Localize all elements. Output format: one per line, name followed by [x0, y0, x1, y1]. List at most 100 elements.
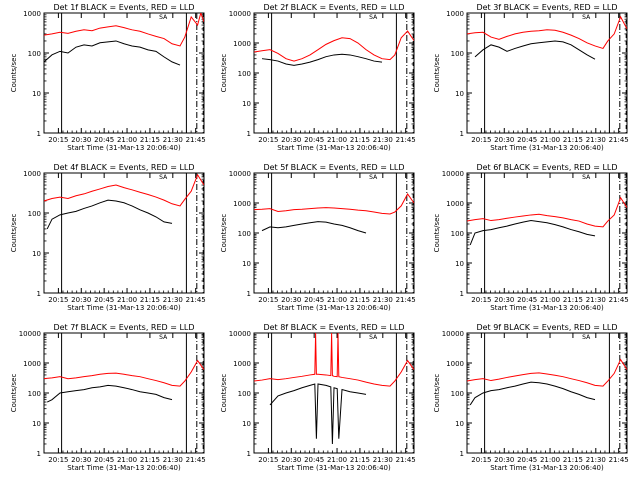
y-tick-label: 1000	[23, 10, 41, 18]
x-tick-label: 21:00	[117, 456, 137, 464]
x-tick-label: 21:45	[186, 456, 206, 464]
y-tick-label: 1	[37, 450, 41, 458]
x-tick-label: 21:30	[373, 456, 393, 464]
x-tick-label: 21:30	[586, 456, 606, 464]
x-tick-label: 21:45	[609, 456, 629, 464]
y-tick-label: 100	[451, 50, 464, 58]
x-tick-label: 21:15	[563, 456, 583, 464]
plot-frame	[466, 12, 628, 134]
series-lld	[467, 358, 627, 387]
x-tick-label: 21:15	[140, 456, 160, 464]
panel-det-9: Det 9f BLACK = Events, RED = LLD 1 10 100 10…	[433, 323, 629, 472]
series-events	[469, 381, 596, 406]
panel-det-1: Det 1f BLACK = Events, RED = LLD 1 10 100 10…	[10, 3, 206, 152]
plot-frame	[253, 12, 415, 134]
y-tick-label: 100	[28, 390, 41, 398]
y-tick-label: 1000	[446, 200, 464, 208]
y-tick-label: 1	[247, 290, 251, 298]
panel-title: Det 6f BLACK = Events, RED = LLD	[476, 163, 617, 172]
x-axis-label: Start Time (31-Mar-13 20:06:40)	[277, 464, 391, 472]
x-tick-label: 21:30	[163, 296, 183, 304]
x-tick-label: 20:30	[281, 136, 301, 144]
panel-title: Det 8f BLACK = Events, RED = LLD	[263, 323, 404, 332]
saa-label: SA	[369, 14, 378, 21]
y-tick-label: 1	[460, 290, 464, 298]
y-tick-label: 1	[460, 450, 464, 458]
y-tick-label: 10	[32, 250, 41, 258]
panel-title: Det 5f BLACK = Events, RED = LLD	[263, 163, 404, 172]
x-axis-label: Start Time (31-Mar-13 20:06:40)	[277, 144, 391, 152]
panel-title: Det 3f BLACK = Events, RED = LLD	[476, 3, 617, 12]
series-lld	[44, 173, 204, 207]
saa-label: SA	[369, 334, 378, 341]
x-tick-label: 20:30	[71, 456, 91, 464]
x-tick-label: 20:15	[48, 136, 68, 144]
y-tick-label: 10	[455, 420, 464, 428]
x-tick-label: 21:15	[350, 296, 370, 304]
y-tick-label: 1000	[446, 360, 464, 368]
series-events	[469, 220, 596, 246]
x-tick-label: 21:45	[396, 136, 416, 144]
x-tick-label: 20:15	[258, 136, 278, 144]
plot-frame	[466, 172, 628, 294]
y-tick-label: 10000	[442, 170, 464, 178]
x-axis-label: Start Time (31-Mar-13 20:06:40)	[490, 464, 604, 472]
x-tick-label: 20:30	[494, 136, 514, 144]
y-tick-label: 10	[242, 260, 251, 268]
saa-label: SA	[159, 334, 168, 341]
x-tick-label: 20:30	[281, 296, 301, 304]
plot-frame	[43, 332, 205, 454]
y-tick-label: 1	[37, 130, 41, 138]
x-tick-label: 20:30	[494, 296, 514, 304]
y-tick-label: 1000	[23, 170, 41, 178]
panel-det-3: Det 3f BLACK = Events, RED = LLD 1 10 100 10…	[433, 3, 629, 152]
panel-det-2: Det 2f BLACK = Events, RED = LLD 1 10 100 10…	[220, 3, 416, 152]
panel-det-7: Det 7f BLACK = Events, RED = LLD 1 10 100 10…	[10, 323, 206, 472]
x-tick-label: 21:30	[373, 296, 393, 304]
x-tick-label: 21:30	[163, 136, 183, 144]
x-tick-label: 20:30	[281, 456, 301, 464]
y-tick-label: 100	[451, 230, 464, 238]
x-tick-label: 20:45	[304, 296, 324, 304]
x-tick-label: 20:45	[304, 456, 324, 464]
y-axis-label: Counts/sec	[220, 374, 228, 413]
x-tick-label: 21:00	[117, 136, 137, 144]
panel-det-8: Det 8f BLACK = Events, RED = LLD 1 10 100 10…	[220, 323, 416, 472]
panel-det-4: Det 4f BLACK = Events, RED = LLD 1 10 100 10…	[10, 163, 206, 312]
x-axis-label: Start Time (31-Mar-13 20:06:40)	[67, 144, 181, 152]
y-tick-label: 100	[28, 210, 41, 218]
saa-label: SA	[582, 334, 591, 341]
x-axis-label: Start Time (31-Mar-13 20:06:40)	[67, 464, 181, 472]
plot-frame	[253, 172, 415, 294]
x-tick-label: 20:45	[304, 136, 324, 144]
x-tick-label: 20:30	[71, 296, 91, 304]
panel-title: Det 4f BLACK = Events, RED = LLD	[53, 163, 194, 172]
x-tick-label: 20:45	[517, 456, 537, 464]
y-tick-label: 100	[28, 50, 41, 58]
x-tick-label: 21:15	[140, 296, 160, 304]
series-events	[44, 40, 181, 66]
x-tick-label: 21:00	[540, 456, 560, 464]
panel-title: Det 9f BLACK = Events, RED = LLD	[476, 323, 617, 332]
y-axis-label: Counts/sec	[220, 214, 228, 253]
series-events	[269, 383, 367, 444]
y-axis-label: Counts/sec	[433, 374, 441, 413]
y-axis-label: Counts/sec	[10, 54, 18, 93]
x-tick-label: 21:15	[140, 136, 160, 144]
y-axis-label: Counts/sec	[10, 374, 18, 413]
y-tick-label: 10000	[229, 10, 251, 18]
x-tick-label: 20:15	[258, 456, 278, 464]
y-tick-label: 10	[242, 100, 251, 108]
panel-det-5: Det 5f BLACK = Events, RED = LLD 1 10 100 10…	[220, 163, 416, 312]
series-lld	[467, 196, 627, 228]
y-axis-label: Counts/sec	[433, 54, 441, 93]
saa-label: SA	[582, 14, 591, 21]
plot-frame	[466, 332, 628, 454]
x-tick-label: 20:15	[471, 456, 491, 464]
x-tick-label: 21:30	[586, 136, 606, 144]
y-tick-label: 1	[37, 290, 41, 298]
series-events	[474, 40, 596, 60]
y-tick-label: 100	[238, 70, 251, 78]
y-tick-label: 10000	[442, 330, 464, 338]
